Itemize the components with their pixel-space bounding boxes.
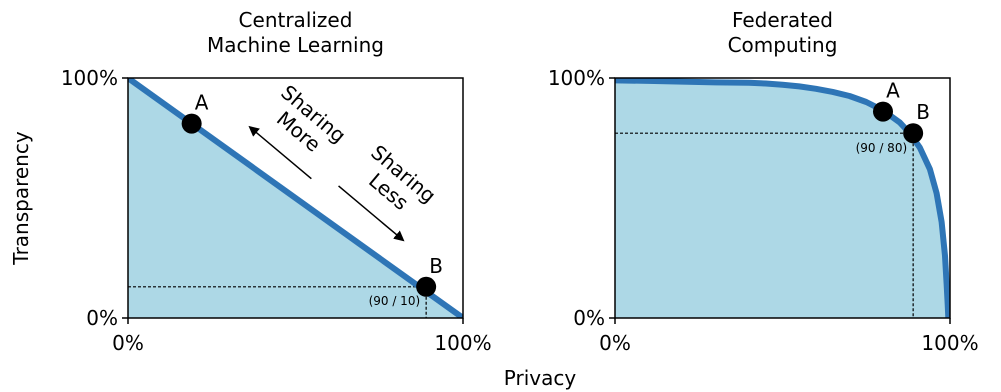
y-tick-label: 100%	[548, 66, 605, 90]
x-tick-label: 100%	[434, 331, 491, 355]
point-a	[873, 101, 893, 122]
point-b	[416, 276, 437, 297]
frontier-line	[615, 78, 950, 318]
panel-title: Centralized Machine Learning	[207, 8, 384, 57]
guide-label: (90 / 10)	[369, 294, 421, 308]
y-tick-label: 100%	[61, 66, 118, 90]
annotation-text: SharingMore	[262, 80, 351, 165]
panel-title: Federated Computing	[728, 8, 838, 57]
point-label: A	[886, 79, 900, 103]
y-axis-label: Transparency	[9, 131, 33, 266]
arrow-down-right	[338, 185, 405, 242]
x-tick-label: 0%	[112, 331, 144, 355]
point-label: B	[916, 100, 930, 124]
area-fill	[615, 80, 949, 318]
point-a	[181, 113, 202, 134]
point-label: A	[195, 91, 209, 115]
annotation-text: SharingLess	[352, 140, 441, 225]
panel-federated: 0% 100% 0% 100% Federated Computing AB (90 / 80…	[548, 8, 979, 355]
point-b	[903, 123, 924, 144]
annotation-sharing-less: SharingLess	[338, 140, 441, 242]
guide-label: (90 / 80)	[856, 141, 908, 155]
annotation-sharing-more: SharingMore	[248, 80, 351, 180]
panel-centralized: 0% 100% 0% 100% Centralized Machine Learning A…	[61, 8, 492, 355]
y-tick-label: 0%	[86, 306, 118, 330]
x-tick-label: 0%	[599, 331, 631, 355]
point-label: B	[429, 254, 443, 278]
y-tick-label: 0%	[573, 306, 605, 330]
x-axis-label: Privacy	[504, 366, 577, 390]
x-tick-label: 100%	[921, 331, 978, 355]
axes-frame	[127, 77, 464, 319]
axes-frame	[614, 77, 951, 319]
arrow-up-left	[248, 125, 312, 180]
